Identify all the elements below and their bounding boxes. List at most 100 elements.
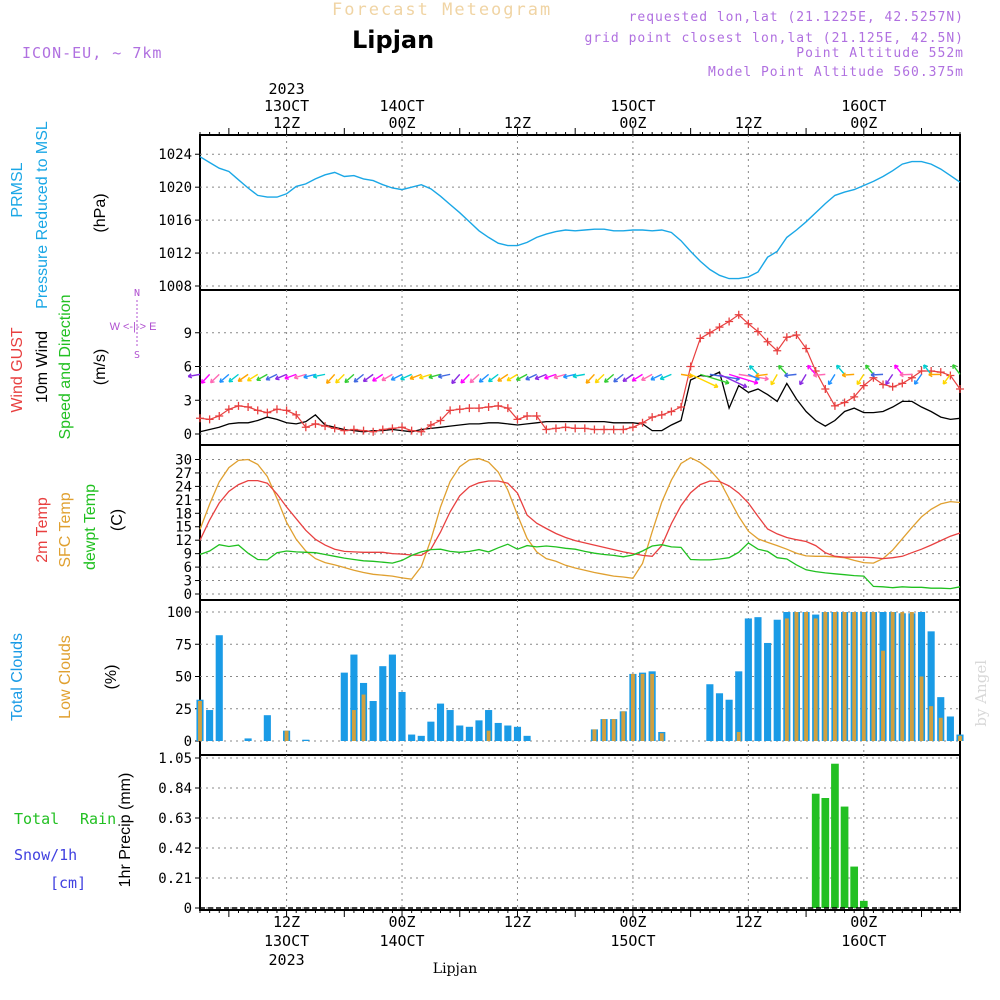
gust-marker bbox=[850, 392, 859, 401]
wind-direction-arrowhead bbox=[219, 378, 224, 383]
wind-direction-arrowhead bbox=[469, 378, 475, 384]
gust-marker bbox=[571, 424, 580, 433]
y-tick-label-temp: 15 bbox=[175, 520, 192, 536]
wind-direction-arrow bbox=[784, 373, 797, 377]
y-tick-label-temp: 24 bbox=[175, 479, 192, 495]
y-tick-label-wind: 3 bbox=[184, 393, 192, 409]
wind-direction-arrow bbox=[326, 373, 336, 384]
wind-direction-arrowhead bbox=[952, 364, 957, 369]
wind-direction-arrow bbox=[755, 373, 768, 377]
gust-marker bbox=[359, 426, 368, 435]
wind-direction-arrowhead bbox=[409, 375, 415, 381]
gust-marker bbox=[513, 415, 522, 424]
total-cloud-bar bbox=[523, 735, 531, 741]
panel-frame-temp bbox=[199, 444, 961, 601]
wind-direction-arrowhead bbox=[812, 372, 818, 378]
wind-direction-arrowhead bbox=[428, 374, 433, 380]
top-time-label: 00Z bbox=[388, 114, 415, 132]
y-tick-label-wind: 6 bbox=[184, 360, 192, 376]
gust-marker bbox=[465, 404, 474, 413]
total-cloud-bar bbox=[513, 726, 522, 741]
wind-direction-arrow bbox=[563, 373, 576, 378]
low-cloud-bar bbox=[958, 735, 962, 741]
requested-coordinates: requested lon,lat (21.1225E, 42.5257N) bbox=[628, 10, 964, 25]
wind-direction-arrowhead bbox=[613, 377, 618, 383]
wind-direction-arrow bbox=[294, 373, 307, 379]
low-cloud-bar bbox=[284, 730, 289, 741]
wind-direction-arrowhead bbox=[515, 376, 521, 381]
bottom-time-label: 13OCT bbox=[264, 932, 309, 950]
wind-direction-arrow bbox=[650, 373, 663, 381]
wind-direction-arrowhead bbox=[622, 377, 628, 382]
wind-direction-arrowhead bbox=[806, 364, 812, 370]
wind-direction-arrowhead bbox=[553, 374, 559, 380]
gust-marker bbox=[398, 423, 407, 432]
gust-marker bbox=[378, 425, 387, 434]
wind-direction-arrowhead bbox=[362, 377, 368, 383]
wind-direction-arrow bbox=[641, 373, 653, 381]
low-cloud-bar bbox=[909, 612, 914, 741]
wind-direction-arrowhead bbox=[497, 377, 502, 382]
total-cloud-bar bbox=[504, 725, 512, 741]
gust-marker bbox=[407, 426, 416, 435]
wind-direction-arrowhead bbox=[274, 375, 280, 381]
total-cloud-bar bbox=[388, 654, 396, 741]
wind-direction-arrow bbox=[553, 373, 566, 379]
wind-direction-arrowhead bbox=[525, 375, 530, 381]
wind-direction-arrow bbox=[572, 373, 585, 378]
wind-label-gust: Wind GUST bbox=[9, 327, 26, 413]
total-cloud-bar bbox=[773, 619, 781, 741]
total-cloud-bar bbox=[350, 654, 358, 741]
total-cloud-bar bbox=[456, 725, 464, 741]
wind-direction-arrowhead bbox=[799, 380, 804, 386]
wind-direction-arrow bbox=[585, 373, 595, 384]
y-tick-label-precip: 0.21 bbox=[158, 871, 192, 887]
wind-direction-arrow bbox=[478, 373, 490, 383]
top-time-label: 13OCT bbox=[264, 97, 309, 115]
bottom-time-label: 15OCT bbox=[610, 932, 655, 950]
model-label: ICON-EU, ~ 7km bbox=[22, 44, 163, 62]
low-cloud-bar bbox=[592, 729, 597, 741]
wind-direction-arrow bbox=[488, 373, 499, 383]
total-cloud-bar bbox=[475, 720, 483, 741]
wind-direction-arrowhead bbox=[594, 378, 600, 384]
panel-frame-precip bbox=[199, 754, 961, 911]
bottom-time-label: 12Z bbox=[273, 913, 300, 931]
wind-direction-arrow bbox=[594, 373, 605, 384]
wind-direction-arrowhead bbox=[899, 372, 904, 378]
bottom-time-label: 12Z bbox=[504, 913, 531, 931]
total-cloud-bar bbox=[465, 726, 473, 741]
wind-direction-arrowhead bbox=[742, 383, 748, 389]
gust-marker bbox=[898, 379, 907, 388]
wind-direction-arrowhead bbox=[713, 383, 719, 389]
wind-direction-arrowhead bbox=[265, 375, 271, 381]
bottom-time-label: 00Z bbox=[619, 913, 646, 931]
wind-direction-arrow bbox=[842, 373, 855, 376]
y-tick-label-precip: 0.63 bbox=[158, 811, 192, 827]
gust-marker bbox=[657, 410, 666, 419]
low-cloud-bar bbox=[852, 612, 857, 741]
gust-marker bbox=[609, 425, 618, 434]
rain-bar bbox=[859, 900, 868, 908]
gust-marker bbox=[253, 406, 262, 415]
low-cloud-bar bbox=[352, 710, 356, 741]
wind-direction-arrowhead bbox=[451, 379, 456, 385]
wind-direction-arrow bbox=[303, 373, 316, 378]
grid-point-coordinates: grid point closest lon,lat (21.125E, 42.… bbox=[584, 31, 964, 46]
low-cloud-bar bbox=[621, 711, 626, 741]
wind-direction-arrow bbox=[409, 373, 422, 380]
wind-direction-arrowhead bbox=[303, 373, 308, 380]
gust-marker bbox=[782, 333, 791, 342]
wind-direction-arrow bbox=[438, 373, 451, 378]
wind-direction-arrow bbox=[419, 373, 432, 379]
low-cloud-bar bbox=[900, 612, 905, 741]
y-tick-label-clouds: 0 bbox=[184, 734, 192, 750]
gust-marker bbox=[638, 418, 647, 427]
y-tick-label-temp: 27 bbox=[175, 466, 192, 482]
low-cloud-bar bbox=[198, 701, 202, 741]
gust-marker bbox=[446, 406, 455, 415]
wind-direction-arrow bbox=[335, 373, 345, 384]
wind-direction-arrowhead bbox=[246, 376, 252, 382]
wind-direction-arrowhead bbox=[870, 372, 875, 378]
